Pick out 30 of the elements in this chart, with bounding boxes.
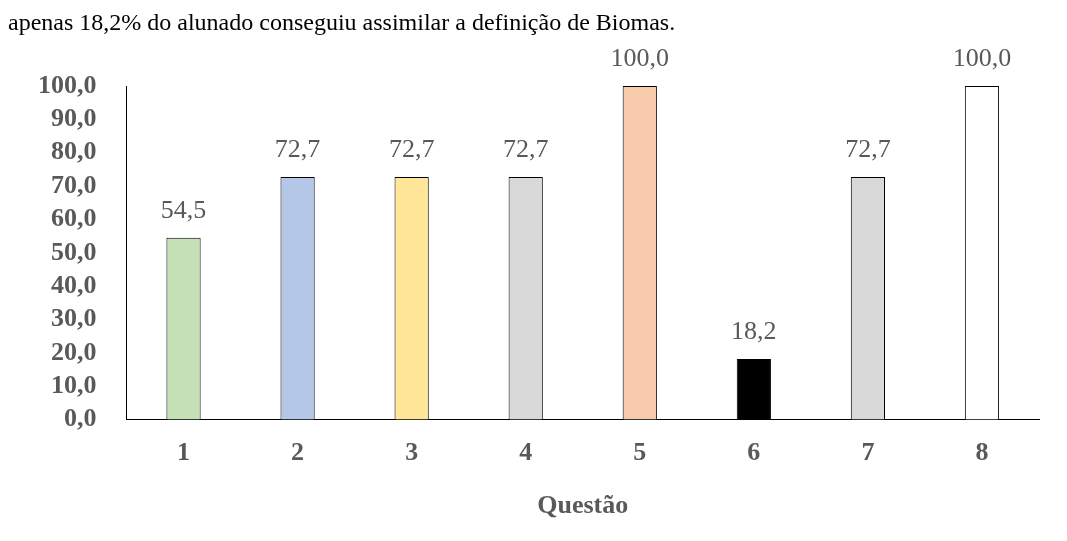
y-tick-label: 20,0 — [51, 336, 97, 366]
x-axis-title: Questão — [537, 490, 629, 520]
x-tick-label: 8 — [975, 436, 989, 466]
y-tick-label: 80,0 — [51, 136, 97, 166]
x-tick-label: 4 — [519, 436, 533, 466]
x-tick-label: 5 — [633, 436, 647, 466]
data-label: 72,7 — [845, 133, 891, 163]
data-label: 100,0 — [610, 42, 670, 72]
data-label: 72,7 — [388, 133, 435, 163]
data-label: 54,5 — [160, 194, 207, 224]
y-tick-label: 30,0 — [51, 303, 97, 333]
data-label: 72,7 — [274, 133, 321, 163]
x-tick-label: 7 — [861, 436, 875, 466]
x-tick-label: 1 — [177, 436, 191, 466]
x-tick-label: 6 — [747, 436, 761, 466]
y-tick-label: 60,0 — [51, 203, 97, 233]
y-tick-label: 50,0 — [51, 236, 97, 266]
y-tick-label: 90,0 — [51, 103, 97, 133]
y-tick-label: 100,0 — [38, 69, 97, 99]
data-label: 72,7 — [502, 133, 549, 163]
y-tick-label: 70,0 — [51, 169, 97, 199]
data-label: 100,0 — [952, 42, 1012, 72]
x-tick-label: 3 — [405, 436, 419, 466]
y-tick-label: 40,0 — [51, 269, 97, 299]
text: apenas 18,2% do alunado conseguiu assimilar a definição de Biomas. — [8, 8, 677, 36]
bar — [736, 358, 771, 420]
y-tick-label: 10,0 — [51, 369, 97, 399]
x-tick-label: 2 — [291, 436, 305, 466]
data-label: 18,2 — [731, 315, 777, 345]
y-tick-label: 0,0 — [64, 403, 97, 433]
